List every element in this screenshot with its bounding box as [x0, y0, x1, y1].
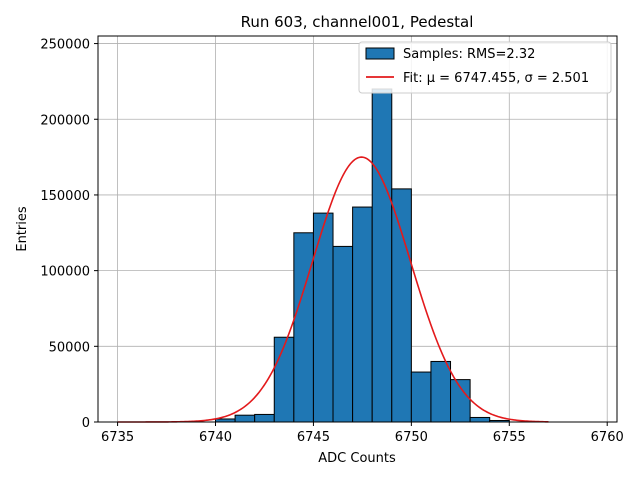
- histogram-bar: [410, 371, 432, 423]
- histogram-bar: [312, 212, 334, 423]
- histogram-bar: [293, 232, 314, 423]
- y-tick-label: 150000: [40, 189, 90, 204]
- histogram-bar: [352, 206, 373, 423]
- legend: Samples: RMS=2.32 Fit: μ = 6747.455, σ =…: [358, 41, 612, 94]
- y-tick-label: 50000: [49, 340, 90, 355]
- histogram-bar: [430, 360, 452, 423]
- histogram-bar: [234, 414, 256, 423]
- y-axis-label: Entries: [15, 206, 30, 252]
- legend-box: [358, 41, 612, 94]
- x-tick-label: 6735: [101, 430, 134, 445]
- legend-entry-fit: Fit: μ = 6747.455, σ = 2.501: [403, 71, 589, 86]
- x-tick-label: 6750: [395, 430, 428, 445]
- legend-swatch-histogram: [365, 47, 395, 60]
- histogram-bar: [469, 416, 491, 423]
- histogram-bar: [332, 245, 354, 423]
- histogram-bar: [371, 88, 393, 423]
- histogram-bar: [254, 413, 275, 423]
- x-tick-label: 6745: [297, 430, 330, 445]
- x-axis-label: ADC Counts: [318, 451, 396, 466]
- x-tick-label: 6755: [493, 430, 526, 445]
- histogram-bars: [215, 88, 510, 423]
- plot-frame: [97, 35, 618, 423]
- x-tick-label: 6740: [199, 430, 232, 445]
- histogram-bar: [391, 188, 412, 423]
- y-axis-ticks: 0 50000 100000 150000 200000 250000: [40, 38, 98, 431]
- y-tick-label: 100000: [40, 265, 90, 280]
- x-axis-ticks: 6735 6740 6745 6750 6755 6760: [101, 422, 624, 445]
- legend-entry-samples: Samples: RMS=2.32: [403, 47, 535, 62]
- x-tick-label: 6760: [591, 430, 624, 445]
- y-tick-label: 250000: [40, 38, 90, 53]
- histogram-bar: [273, 336, 295, 423]
- y-tick-label: 0: [82, 416, 90, 431]
- y-tick-label: 200000: [40, 113, 90, 128]
- fit-curve: [117, 156, 549, 423]
- chart-title: Run 603, channel001, Pedestal: [241, 13, 474, 31]
